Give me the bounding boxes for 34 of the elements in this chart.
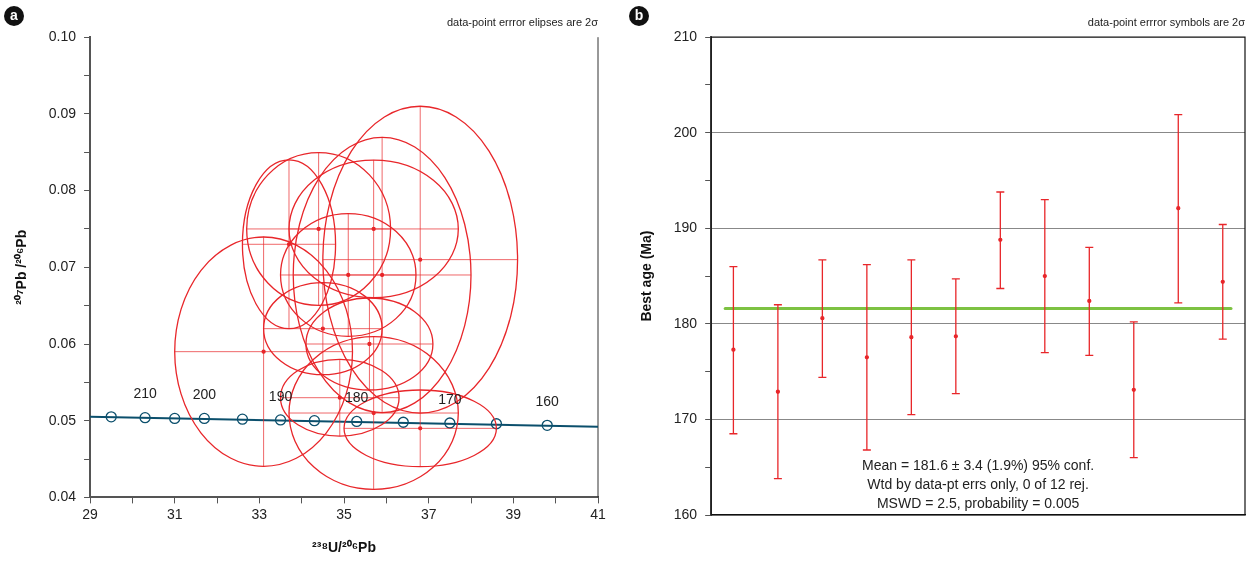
y-tick-label: 0.10 — [48, 28, 77, 45]
annotation: Wtd by data-pt errs only, 0 of 12 rej. — [867, 475, 1089, 492]
annotation: 180 — [345, 389, 369, 406]
y-tick-label: 0.04 — [48, 488, 77, 505]
y-tick-label: 200 — [673, 123, 698, 140]
x-tick-label: 39 — [505, 505, 522, 522]
annotation: 160 — [535, 393, 560, 410]
y-tick-label: 0.08 — [48, 181, 77, 198]
chart-title: a — [4, 6, 24, 26]
annotation: Mean = 181.6 ± 3.4 (1.9%) 95% conf. — [861, 456, 1095, 473]
y-tick-label: 210 — [673, 28, 698, 45]
y-tick-label: 190 — [673, 219, 698, 236]
chart-title: b — [629, 6, 649, 26]
x-tick-label: 31 — [166, 505, 183, 522]
y-axis-title: Best age (Ma) — [638, 230, 655, 322]
x-tick-label: 29 — [82, 505, 99, 522]
x-axis-title: ²³⁸U/²⁰⁶Pb — [312, 539, 376, 556]
annotation: 210 — [133, 385, 157, 402]
y-tick-label: 170 — [673, 410, 698, 427]
y-axis-title: ²⁰⁷Pb /²⁰⁶Pb — [13, 229, 30, 305]
x-tick-label: 41 — [590, 505, 606, 522]
y-tick-label: 160 — [673, 505, 698, 522]
y-tick-label: 0.05 — [48, 411, 77, 428]
y-tick-label: 0.09 — [48, 104, 77, 121]
annotation: MSWD = 2.5, probability = 0.005 — [876, 494, 1080, 511]
x-tick-label: 37 — [420, 505, 437, 522]
y-tick-label: 180 — [673, 314, 698, 331]
y-tick-label: 0.06 — [48, 334, 77, 351]
chart-subtitle: data-point errror symbols are 2σ — [1087, 15, 1246, 28]
x-tick-label: 33 — [251, 505, 268, 522]
y-tick-label: 0.07 — [48, 258, 77, 275]
chart-subtitle: data-point errror elipses are 2σ — [446, 15, 599, 28]
x-tick-label: 35 — [336, 505, 353, 522]
annotation: 200 — [192, 386, 217, 403]
